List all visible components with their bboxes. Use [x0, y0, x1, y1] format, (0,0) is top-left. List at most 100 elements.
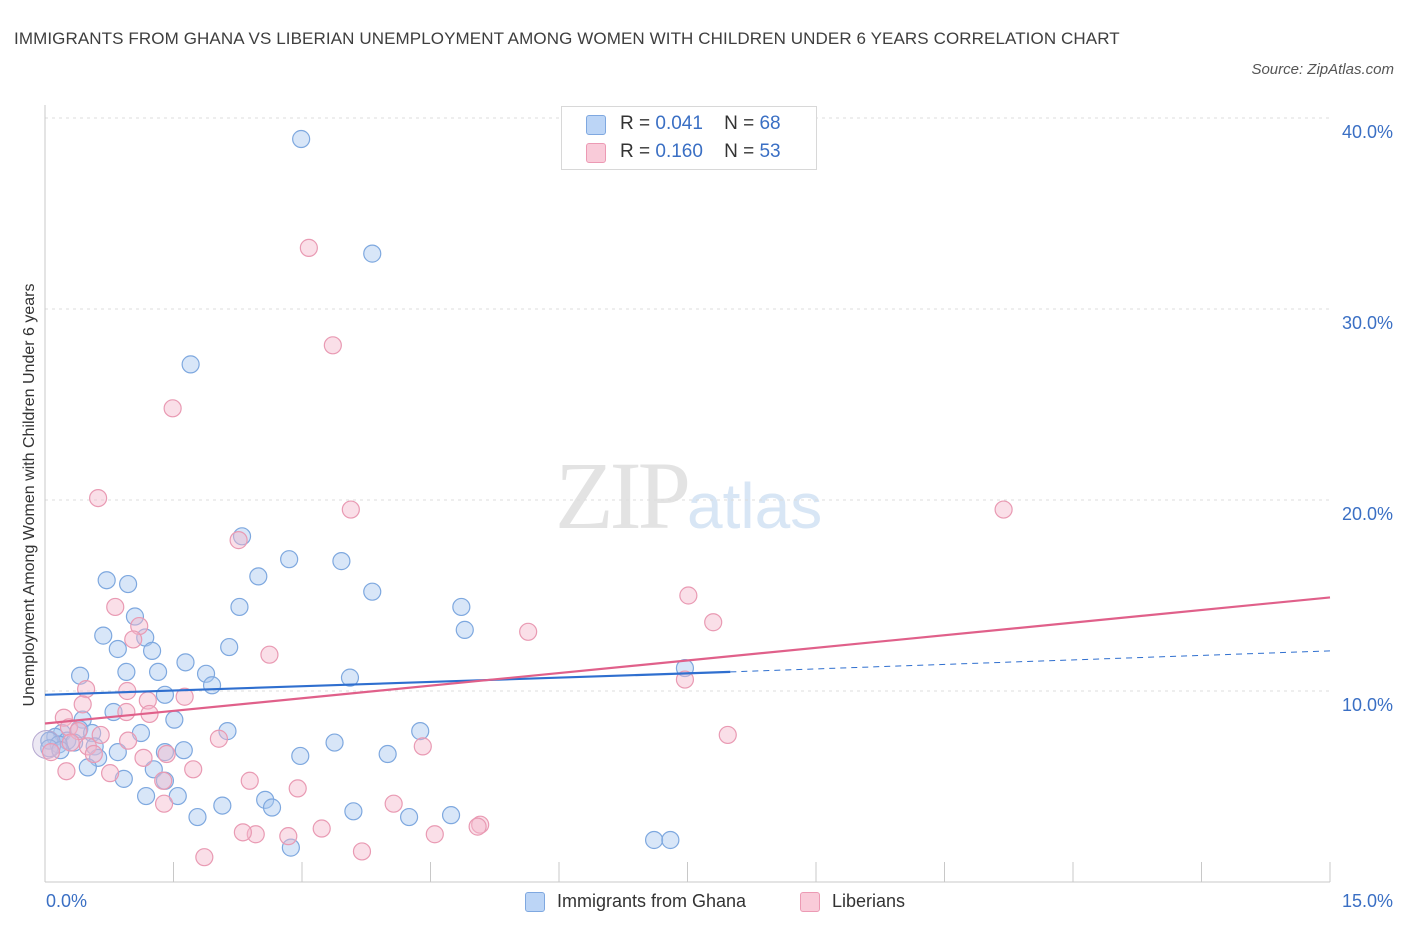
liberian-point — [413, 737, 432, 756]
y-tick-label: 10.0% — [1341, 695, 1393, 715]
trend-lines — [44, 596, 1331, 725]
ghana-point — [117, 662, 136, 682]
liberian-point — [195, 848, 214, 867]
ghana-point — [202, 676, 222, 695]
ghana-point — [292, 129, 311, 149]
legend-n-value: 53 — [759, 141, 781, 162]
liberian-point — [675, 670, 695, 689]
ghana-point — [196, 664, 216, 683]
legend-r-label: R = — [620, 141, 651, 162]
chart-title: IMMIGRANTS FROM GHANA VS LIBERIAN UNEMPL… — [14, 29, 1120, 48]
liberian-point — [184, 760, 203, 779]
legend-r-value: 0.160 — [655, 141, 703, 162]
legend-n-value: 68 — [759, 113, 781, 134]
liberian-point — [384, 794, 403, 813]
liberian-point — [41, 743, 61, 762]
ghana-point — [78, 758, 97, 777]
correlation-legend: R = 0.041 N = 68 R = 0.160 N = 53 — [561, 106, 817, 170]
ghana-point — [188, 807, 207, 827]
legend-swatch-ghana — [586, 115, 606, 135]
liberian-point — [323, 336, 342, 355]
ghana-point — [291, 746, 310, 766]
liberian-point — [154, 794, 174, 813]
liberian-point — [91, 725, 110, 745]
ghana-point — [644, 830, 664, 850]
ghana-point — [174, 741, 193, 760]
legend-r-label: R = — [620, 113, 651, 134]
source-label: Source: ZipAtlas.com — [1251, 61, 1394, 78]
y-tick-label: 20.0% — [1341, 504, 1393, 524]
ghana-point — [94, 626, 113, 645]
liberian-point — [299, 238, 318, 257]
liberian-point — [341, 500, 360, 519]
ghana-point — [125, 607, 145, 626]
liberian-point — [209, 729, 229, 748]
ghana-point — [181, 355, 200, 374]
ghana-point — [262, 798, 282, 817]
ghana-point — [108, 743, 127, 762]
ghana-point — [176, 653, 195, 672]
ghana-point — [455, 620, 474, 639]
liberian-point — [59, 718, 79, 737]
ghana-point — [281, 838, 300, 857]
liberian-point — [175, 687, 194, 706]
liberian-trend-line — [44, 596, 1331, 725]
watermark-atlas: atlas — [687, 470, 823, 542]
ghana-point — [452, 597, 471, 617]
ghana-point — [441, 806, 461, 825]
liberian-point — [101, 764, 120, 783]
bottom-legend-swatch-ghana — [525, 892, 545, 912]
liberian-point — [134, 748, 153, 767]
ghana-trend-line — [44, 670, 731, 696]
bottom-legend-label-ghana: Immigrants from Ghana — [557, 891, 747, 911]
x-tick-label-max: 15.0% — [1341, 891, 1393, 911]
axes — [44, 105, 1331, 883]
ghana-point — [280, 550, 299, 569]
legend-r-value: 0.041 — [655, 113, 703, 134]
liberian-point — [124, 630, 143, 649]
ghana-point — [230, 597, 249, 617]
ghana-point — [142, 641, 162, 660]
ghana-points — [32, 129, 695, 857]
legend-n-label: N = — [724, 113, 755, 134]
ghana-point — [85, 737, 104, 756]
ghana-point — [332, 552, 351, 571]
bottom-legend-swatch-liberian — [800, 892, 820, 912]
liberian-point — [471, 815, 490, 834]
ghana-trend-extension — [730, 650, 1331, 673]
liberian-point — [704, 613, 723, 632]
liberian-point — [154, 771, 173, 790]
liberian-point — [117, 702, 136, 722]
watermark: ZIPatlas — [555, 440, 822, 551]
bottom-legend-label-liberian: Liberians — [832, 891, 906, 911]
legend-swatch-liberian — [586, 143, 606, 163]
ghana-point — [71, 666, 90, 685]
liberian-point — [163, 399, 182, 418]
liberian-point — [77, 679, 96, 699]
legend-n-label: N = — [724, 141, 755, 162]
liberian-point — [312, 819, 331, 838]
ghana-point — [411, 722, 430, 741]
ghana-point — [363, 582, 382, 601]
ghana-point — [118, 574, 138, 594]
liberian-point — [73, 695, 92, 714]
ghana-point — [220, 637, 239, 657]
y-tick-label: 40.0% — [1341, 122, 1393, 142]
liberian-point — [89, 488, 108, 508]
ghana-point — [325, 733, 344, 752]
x-tick-label-min: 0.0% — [46, 891, 88, 911]
ghana-point — [363, 244, 382, 263]
liberian-point — [233, 823, 252, 842]
legend-text-ghana: R = 0.041 N = 68 — [620, 113, 781, 135]
ghana-point — [155, 685, 175, 704]
ghana-point — [108, 639, 127, 659]
ghana-point — [213, 796, 232, 815]
legend-text-liberian: R = 0.160 N = 53 — [620, 141, 781, 163]
ghana-point — [661, 830, 680, 850]
liberian-point — [130, 616, 149, 636]
liberian-point — [679, 586, 698, 605]
ghana-point — [165, 710, 184, 729]
liberian-point — [519, 622, 538, 641]
liberian-point — [468, 817, 487, 836]
